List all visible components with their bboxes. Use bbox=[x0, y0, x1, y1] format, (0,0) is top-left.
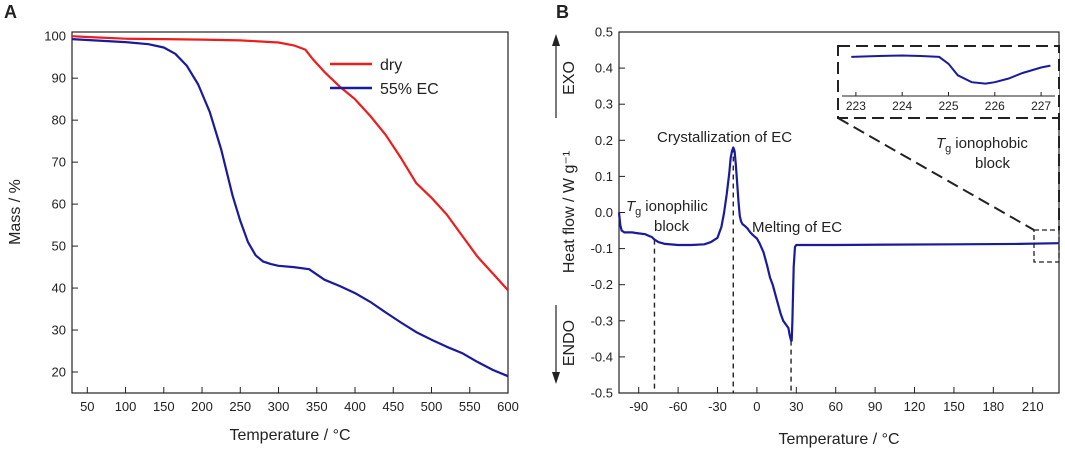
inset-x-tick-label: 223 bbox=[846, 99, 866, 113]
y-tick-label: 0.2 bbox=[595, 133, 613, 148]
x-tick-label: 180 bbox=[982, 399, 1004, 414]
dashed-markers-b bbox=[653, 147, 792, 393]
legend-label-dry: dry bbox=[380, 57, 402, 74]
x-tick-label: -60 bbox=[669, 399, 688, 414]
exo-endo-indicator: EXO ENDO bbox=[552, 34, 578, 384]
series-line-dry bbox=[71, 35, 509, 291]
x-tick-label: 250 bbox=[229, 399, 251, 414]
x-tick-label: 100 bbox=[115, 399, 137, 414]
ticks-b: -90 -60 -30 0 30 60 90 120 150 180 210 -0.5 -0.4 -0.3… bbox=[591, 25, 1044, 415]
y-tick-label: 0.1 bbox=[595, 169, 613, 184]
x-tick-label: 200 bbox=[191, 399, 213, 414]
inset-x-tick-label: 225 bbox=[938, 99, 958, 113]
y-tick-label: 40 bbox=[52, 281, 66, 296]
inset-frame bbox=[837, 45, 1060, 119]
x-tick-label: -30 bbox=[708, 399, 727, 414]
y-tick-label: 20 bbox=[52, 365, 66, 380]
x-tick-label: 60 bbox=[828, 399, 842, 414]
panel-label-a: A bbox=[4, 2, 17, 22]
x-tick-label: 30 bbox=[789, 399, 803, 414]
y-tick-label: 0.4 bbox=[595, 61, 613, 76]
y-tick-label: 60 bbox=[52, 197, 66, 212]
tg-subscript-2: g bbox=[945, 143, 951, 155]
annotation-tg-ionophilic-line2: block bbox=[654, 218, 690, 235]
y-axis-label-a: Mass / % bbox=[7, 179, 24, 245]
x-tick-label: 550 bbox=[459, 399, 481, 414]
x-tick-label: 210 bbox=[1022, 399, 1044, 414]
x-tick-label: 0 bbox=[753, 399, 760, 414]
tg-subscript: g bbox=[635, 206, 641, 218]
ticks-a: 50 100 150 200 250 300 350 400 450 500 550 600 20 30 4… bbox=[44, 29, 519, 414]
x-tick-label: 350 bbox=[306, 399, 328, 414]
y-tick-label: -0.2 bbox=[591, 277, 613, 292]
y-axis-label-b: Heat flow / W g⁻¹ bbox=[561, 151, 578, 273]
y-tick-label: 0.5 bbox=[595, 25, 613, 40]
x-tick-label: 300 bbox=[268, 399, 290, 414]
x-tick-label: 400 bbox=[344, 399, 366, 414]
panel-label-b: B bbox=[556, 2, 569, 22]
x-tick-label: 150 bbox=[943, 399, 965, 414]
legend-a: dry 55% EC bbox=[330, 57, 439, 98]
y-tick-label: -0.1 bbox=[591, 241, 613, 256]
y-tick-label: 50 bbox=[52, 239, 66, 254]
tg-symbol-2: T bbox=[936, 135, 947, 152]
exo-label: EXO bbox=[561, 61, 578, 95]
x-tick-label: -90 bbox=[629, 399, 648, 414]
plot-frame-a bbox=[71, 31, 509, 394]
y-tick-label: 100 bbox=[44, 29, 66, 44]
x-axis-label-b: Temperature / °C bbox=[778, 431, 899, 448]
series-line-heatflow bbox=[617, 146, 1060, 342]
exo-arrow-head bbox=[552, 34, 560, 46]
chart-a: 50 100 150 200 250 300 350 400 450 500 550 600 20 30 4… bbox=[7, 29, 519, 444]
zoom-region-box bbox=[1033, 229, 1060, 263]
inset-series-line bbox=[851, 54, 1051, 85]
y-tick-label: -0.5 bbox=[591, 386, 613, 401]
x-tick-label: 500 bbox=[421, 399, 443, 414]
endo-label: ENDO bbox=[561, 320, 578, 366]
legend-label-55ec: 55% EC bbox=[380, 81, 439, 98]
annotation-tg-ionophobic-line1: Tg ionophobic bbox=[936, 135, 1028, 155]
endo-arrow-head bbox=[552, 372, 560, 384]
y-tick-label: 0.0 bbox=[595, 205, 613, 220]
inset-x-tick-label: 227 bbox=[1031, 99, 1051, 113]
y-tick-label: 70 bbox=[52, 155, 66, 170]
inset-plot: 223 224 225 226 227 bbox=[842, 54, 1055, 113]
x-tick-label: 450 bbox=[382, 399, 404, 414]
zoom-connector-left bbox=[837, 117, 1035, 231]
inset-x-tick-label: 224 bbox=[892, 99, 912, 113]
x-axis-label-a: Temperature / °C bbox=[229, 427, 350, 444]
series-line-55ec bbox=[71, 38, 509, 378]
series-a bbox=[71, 35, 509, 378]
x-tick-label: 90 bbox=[868, 399, 882, 414]
series-b bbox=[617, 146, 1060, 342]
y-tick-label: -0.4 bbox=[591, 349, 613, 364]
y-tick-label: 90 bbox=[52, 71, 66, 86]
y-tick-label: 0.3 bbox=[595, 97, 613, 112]
chart-b: -90 -60 -30 0 30 60 90 120 150 180 210 -0.5 -0.4 -0.3… bbox=[552, 25, 1060, 448]
tg-ionophobic-word: ionophobic bbox=[955, 135, 1028, 152]
annotation-melting: Melting of EC bbox=[752, 219, 842, 236]
annotation-tg-ionophilic-line1: Tg ionophilic bbox=[626, 198, 708, 218]
annotation-crystallization: Crystallization of EC bbox=[657, 129, 792, 146]
x-tick-label: 600 bbox=[497, 399, 519, 414]
x-tick-label: 50 bbox=[80, 399, 94, 414]
annotation-tg-ionophobic-line2: block bbox=[975, 155, 1011, 172]
y-tick-label: 30 bbox=[52, 323, 66, 338]
tg-ionophilic-word: ionophilic bbox=[645, 198, 708, 215]
y-tick-label: -0.3 bbox=[591, 313, 613, 328]
inset-x-tick-label: 226 bbox=[985, 99, 1005, 113]
y-tick-label: 80 bbox=[52, 113, 66, 128]
x-tick-label: 120 bbox=[904, 399, 926, 414]
tg-symbol: T bbox=[626, 198, 637, 215]
x-tick-label: 150 bbox=[153, 399, 175, 414]
